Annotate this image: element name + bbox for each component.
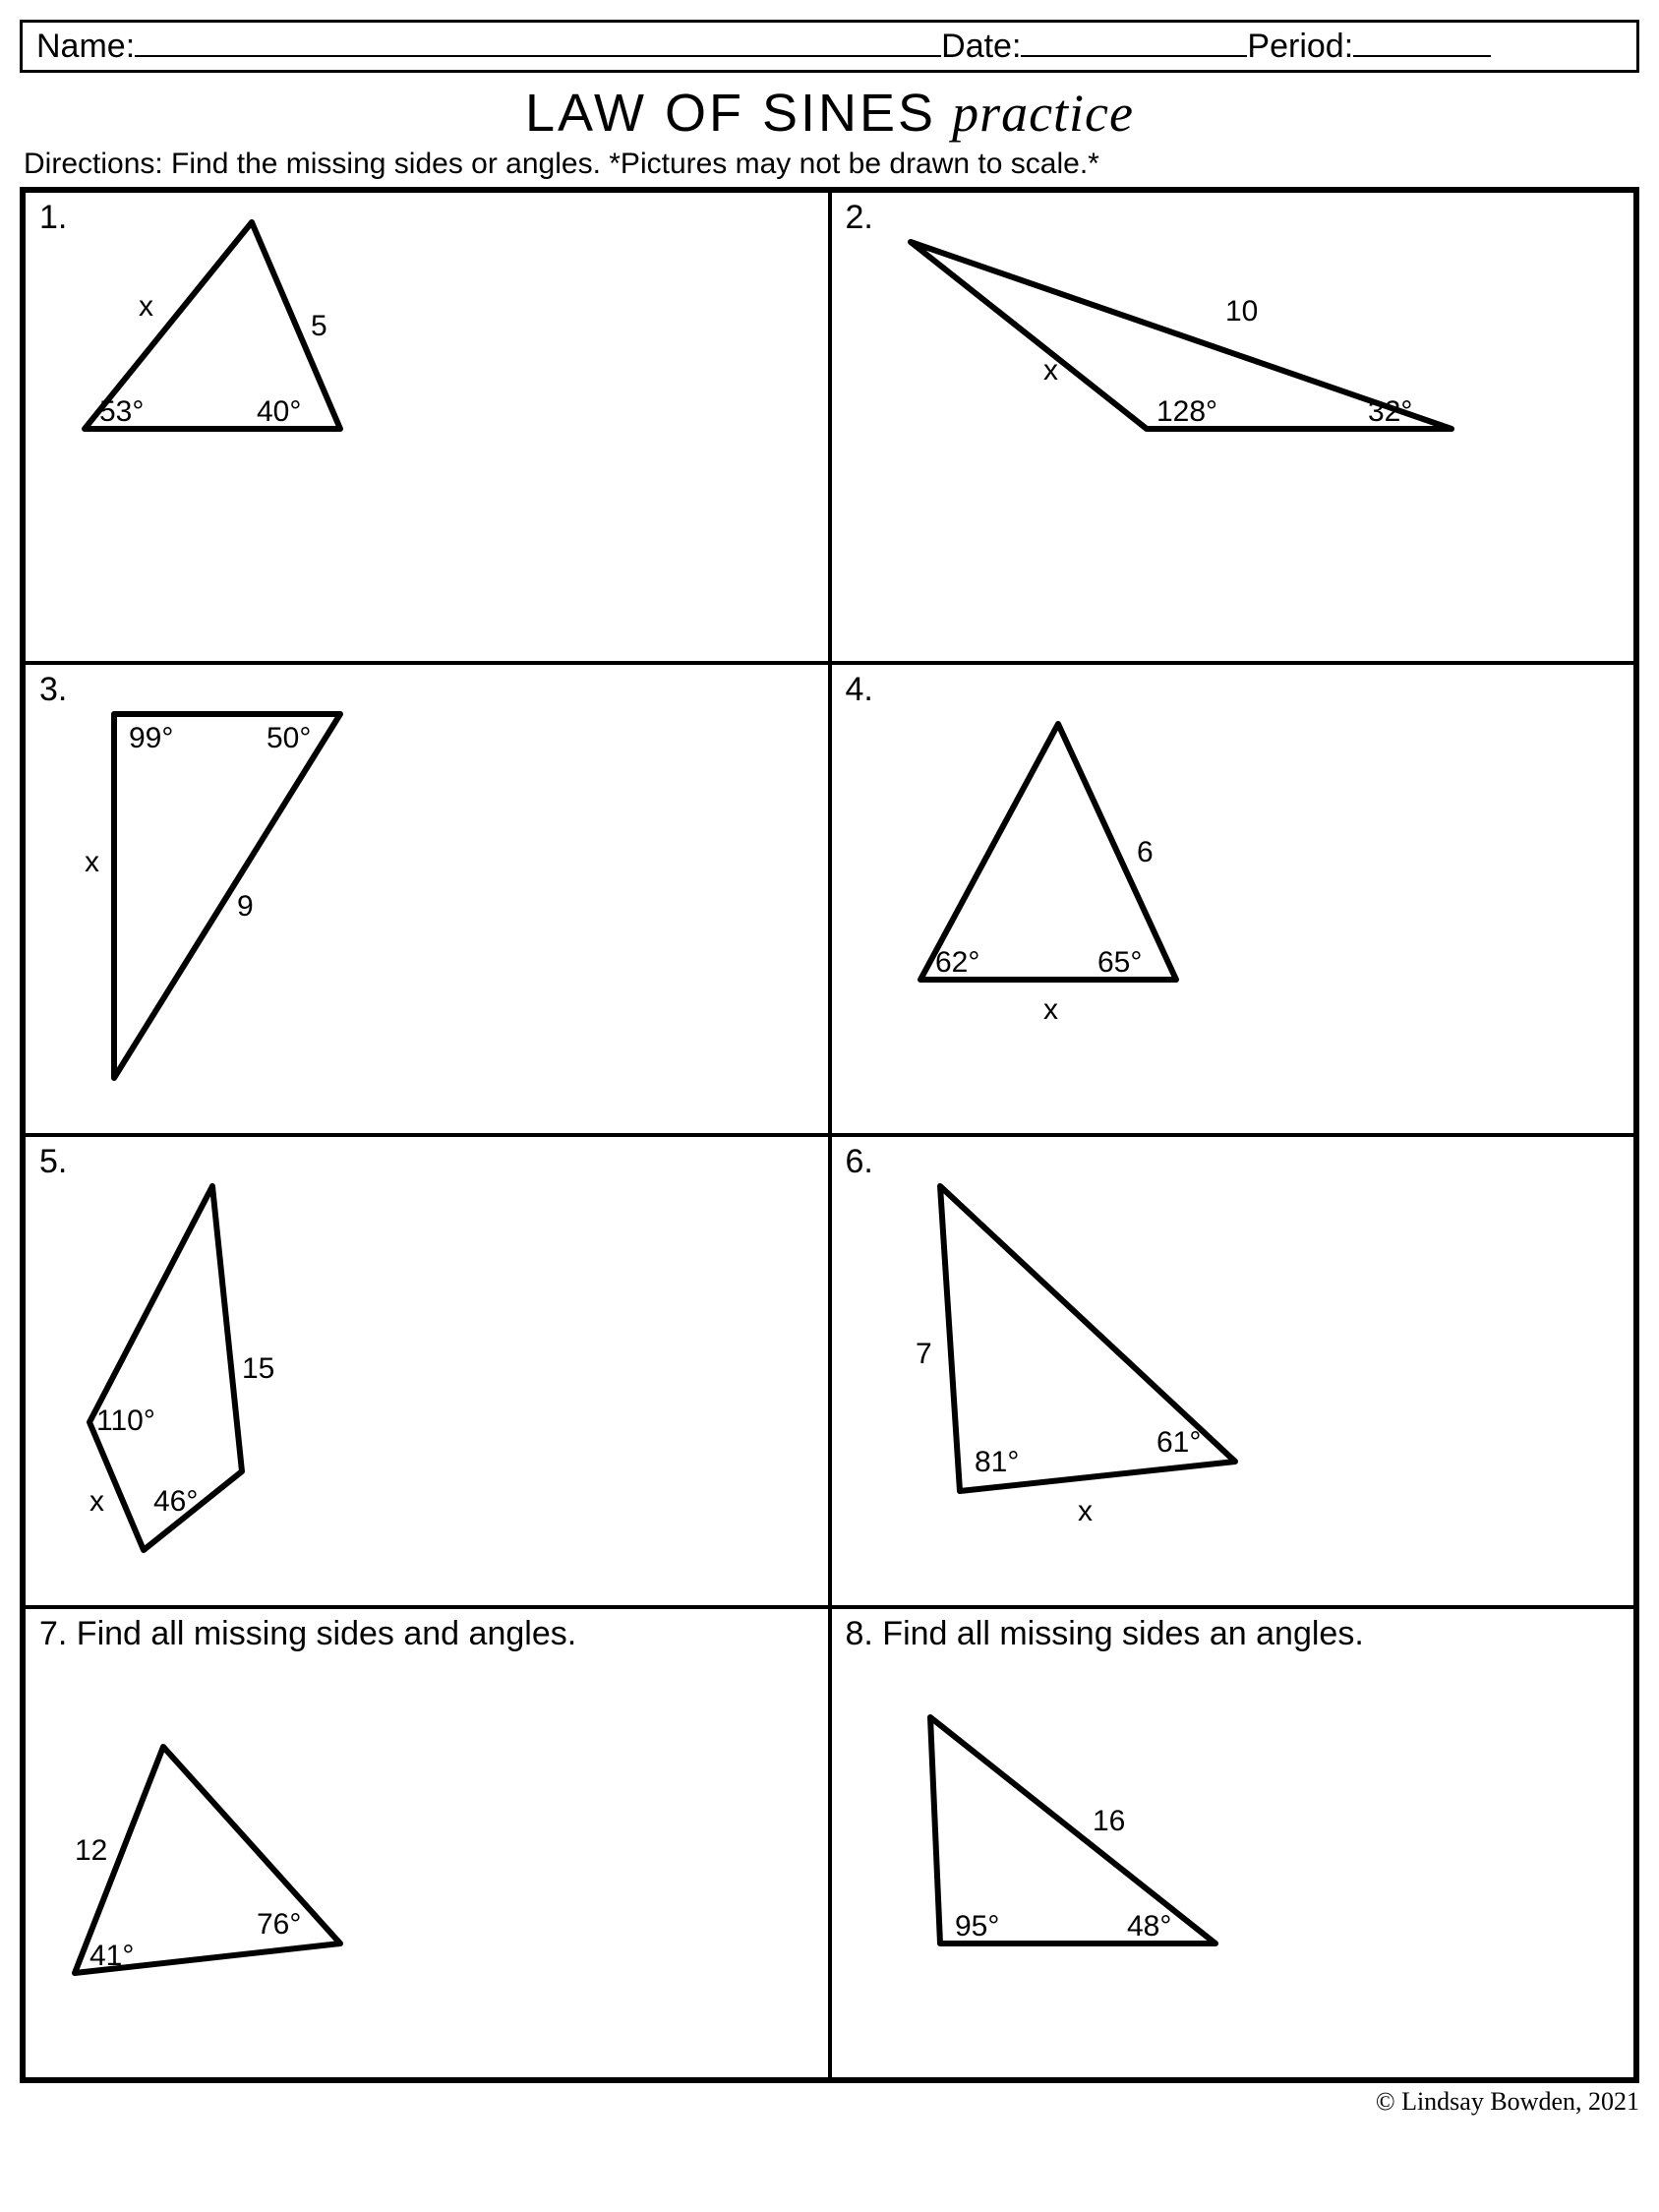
title-upper: LAW OF SINES [525, 84, 936, 143]
worksheet-page: Name: Date: Period: LAW OF SINES practic… [20, 20, 1639, 2117]
title-script: practice [952, 84, 1134, 143]
copyright-text: © Lindsay Bowden, 2021 [20, 2087, 1639, 2117]
problem-number: 2. [846, 199, 873, 237]
figure-label: 99° [129, 722, 173, 754]
figure-label: 48° [1127, 1910, 1171, 1943]
figure-label: 10 [1225, 295, 1258, 328]
problem-prompt: 7. Find all missing sides and angles. [39, 1615, 576, 1653]
figure-label: 128° [1156, 395, 1217, 428]
figure-label: 95° [955, 1910, 999, 1943]
figure-label: 5 [311, 310, 327, 342]
triangle-figure: 6 62° 65° x [861, 694, 1235, 1029]
name-blank[interactable] [135, 27, 941, 57]
triangle-shape [114, 714, 340, 1078]
problem-cell: 7. Find all missing sides and angles. 12 7… [24, 1607, 830, 2079]
figure-label: 76° [257, 1908, 301, 1941]
page-title: LAW OF SINES practice [20, 83, 1639, 144]
figure-label: 32° [1368, 395, 1412, 428]
figure-label: 12 [75, 1834, 107, 1867]
problem-cell: 3.99°50°x9 [24, 663, 830, 1135]
date-blank[interactable] [1021, 27, 1247, 57]
figure-label: 65° [1097, 946, 1142, 979]
figure-label: 40° [257, 395, 301, 428]
figure-label: 53° [99, 395, 144, 428]
figure-label: 81° [975, 1446, 1019, 1478]
figure-label: x [1078, 1495, 1093, 1527]
figure-label: 50° [267, 722, 311, 754]
triangle-figure: 99° 50° x 9 [55, 685, 409, 1098]
triangle-figure: 110° 15 46° x [45, 1157, 340, 1570]
figure-label: 110° [96, 1405, 155, 1437]
figure-label: 6 [1137, 836, 1154, 868]
date-label: Date: [941, 28, 1021, 66]
problem-cell: 1.x553°40° [24, 191, 830, 663]
problem-cell: 5.110°1546°x [24, 1135, 830, 1607]
triangle-figure: 7 81° 61° x [861, 1157, 1274, 1550]
name-label: Name: [36, 28, 135, 66]
triangle-figure: 10 x 128° 32° [871, 212, 1481, 468]
period-blank[interactable] [1353, 27, 1491, 57]
figure-label: 16 [1093, 1805, 1125, 1837]
problem-cell: 2. 10 x 128° 32° [830, 191, 1636, 663]
figure-label: 15 [242, 1352, 274, 1385]
problem-cell: 6.781°61°x [830, 1135, 1636, 1607]
figure-label: 46° [153, 1485, 198, 1518]
triangle-figure: 16 95° 48° [852, 1678, 1265, 1993]
figure-label: x [139, 290, 153, 323]
figure-label: 9 [237, 890, 254, 923]
problem-prompt: 8. Find all missing sides an angles. [846, 1615, 1364, 1653]
triangle-figure: x 5 53° 40° [45, 203, 399, 458]
problem-grid: 1.x553°40°2.10x128°32°3.99°50°x94.662°65… [20, 187, 1639, 2083]
directions-text: Directions: Find the missing sides or an… [24, 148, 1639, 181]
figure-label: x [1043, 354, 1058, 387]
figure-label: x [85, 846, 99, 878]
figure-label: x [89, 1485, 104, 1518]
problem-cell: 4.662°65°x [830, 663, 1636, 1135]
triangle-figure: 12 76° 41° [35, 1688, 409, 2003]
problem-cell: 8. Find all missing sides an angles. 16 95… [830, 1607, 1636, 2079]
period-label: Period: [1247, 28, 1353, 66]
figure-label: 41° [89, 1940, 134, 1972]
figure-label: 7 [916, 1338, 932, 1370]
header-box: Name: Date: Period: [20, 20, 1639, 73]
figure-label: x [1043, 993, 1058, 1026]
figure-label: 62° [935, 946, 979, 979]
figure-label: 61° [1156, 1426, 1201, 1459]
